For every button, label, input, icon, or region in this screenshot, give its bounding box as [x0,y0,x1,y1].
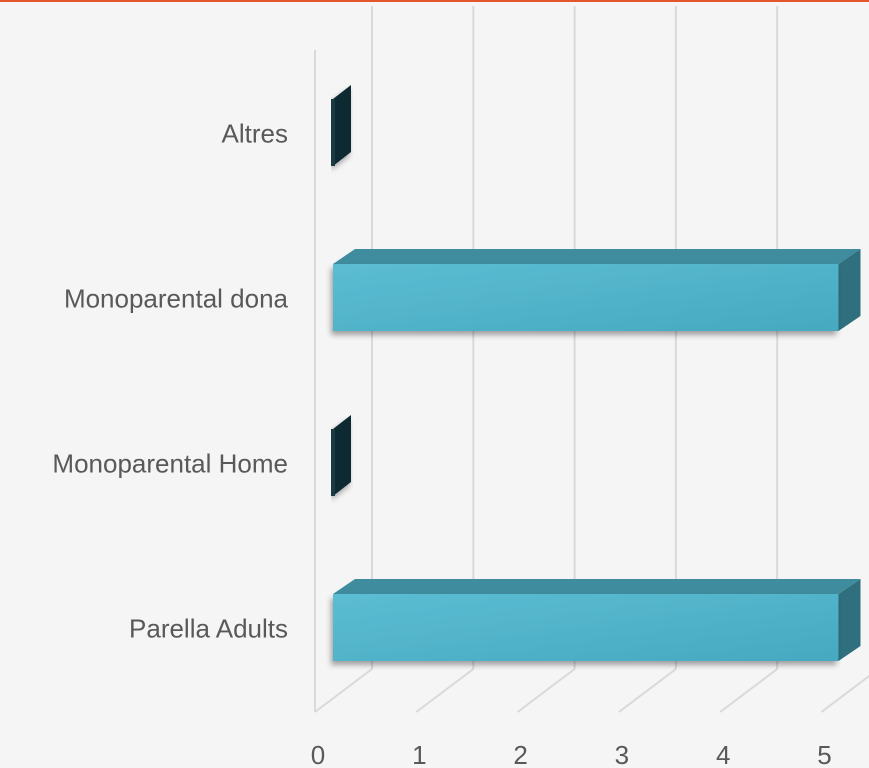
bar-side-face [838,249,861,331]
gridlines [314,6,869,713]
bar-top-face [333,249,861,264]
floor-gridline-5 [820,674,869,713]
category-label-monoparental-home: Monoparental Home [52,449,288,479]
x-tick-label-3: 3 [615,740,629,768]
top-accent-rule [0,0,869,2]
category-label-parella-adults: Parella Adults [129,614,288,644]
category-label-monoparental-dona: Monoparental dona [64,284,289,314]
floor-gridline-0 [314,668,373,713]
category-labels: Altres Monoparental dona Monoparental Home… [52,119,288,644]
bar-zero-face [333,415,351,496]
category-label-altres: Altres [222,119,288,149]
floor-gridline-3 [618,668,677,713]
bar-side-face [838,579,861,661]
bar-monoparental-dona [333,249,861,331]
floor-gridline-4 [719,668,778,713]
bar-parella-adults [333,579,861,661]
bar-zero-edge [331,99,335,166]
bar-front-face [333,594,839,661]
bar-top-face [333,579,861,594]
bar-zero-edge [331,429,335,496]
floor-gridline-1 [415,668,474,713]
floor-gridline-2 [516,668,576,713]
bar-monoparental-home [331,415,351,496]
bar-zero-face [333,85,351,166]
x-tick-label-2: 2 [513,740,527,768]
x-tick-label-4: 4 [716,740,730,768]
bar-altres [331,85,351,166]
x-tick-label-0: 0 [311,740,325,768]
x-tick-label-1: 1 [412,740,426,768]
x-axis-tick-labels: 0 1 2 3 4 5 [311,740,832,768]
bar-front-face [333,264,839,331]
bars [331,85,861,661]
x-tick-label-5: 5 [817,740,831,768]
